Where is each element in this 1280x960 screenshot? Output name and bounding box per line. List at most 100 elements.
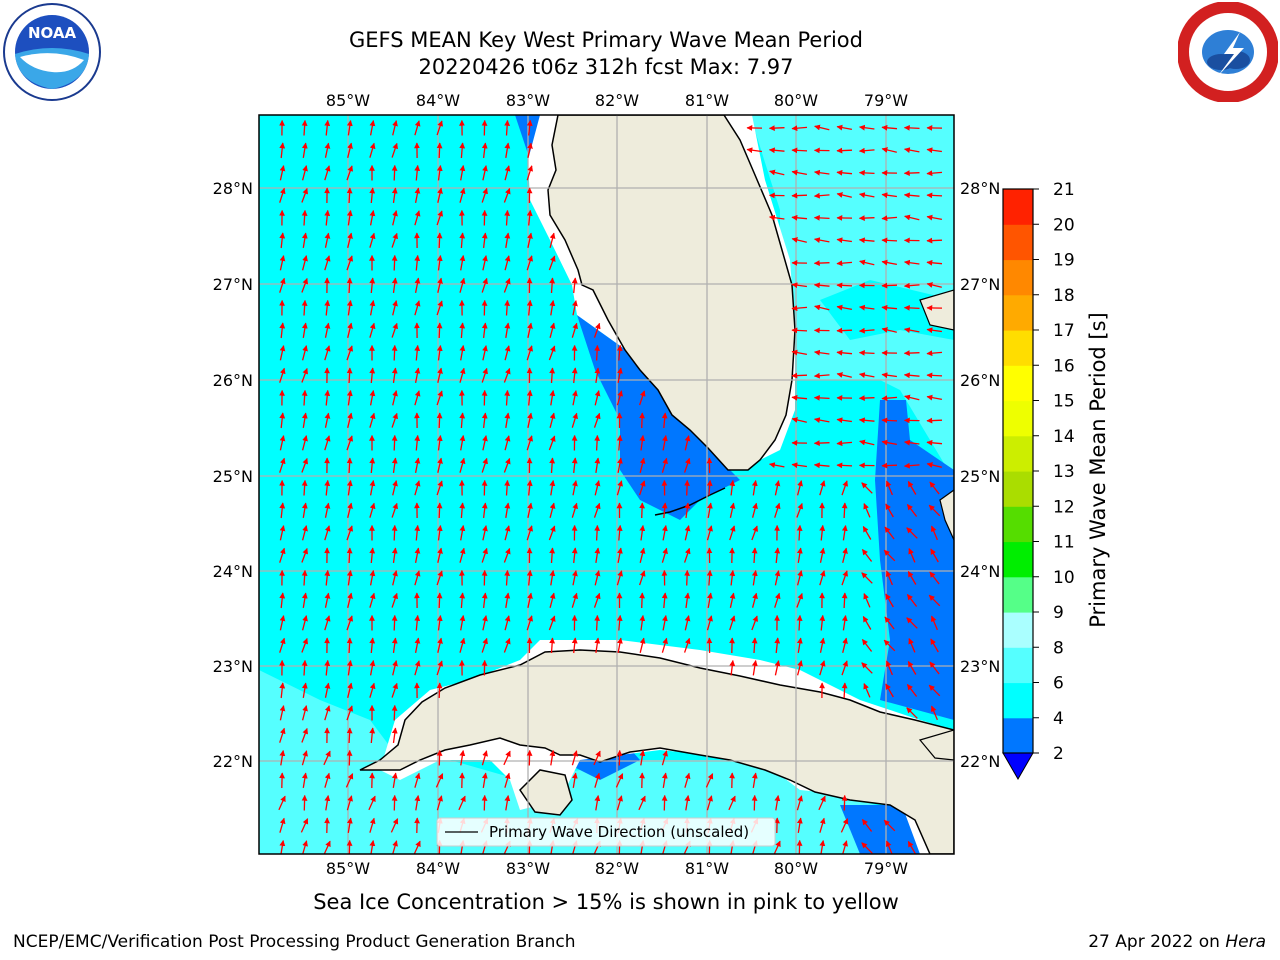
wave-direction-arrow	[706, 795, 713, 811]
wave-direction-arrow	[571, 772, 578, 789]
wave-direction-arrow	[859, 192, 875, 198]
wave-direction-arrow	[729, 570, 736, 586]
wave-direction-arrow	[615, 773, 624, 788]
wave-direction-arrow	[347, 592, 353, 608]
wave-direction-arrow	[347, 322, 353, 338]
wave-direction-arrow	[926, 147, 942, 154]
colorbar-tick-label: 18	[1053, 286, 1075, 306]
wave-direction-arrow	[706, 569, 713, 586]
wave-direction-arrow	[526, 389, 533, 406]
wave-direction-arrow	[527, 232, 533, 248]
wave-direction-arrow	[391, 344, 398, 361]
wave-direction-arrow	[279, 637, 286, 653]
wave-direction-arrow	[684, 772, 691, 788]
wave-direction-arrow	[796, 570, 803, 586]
wave-direction-arrow	[841, 682, 848, 699]
colorbar-tick-label: 9	[1053, 603, 1064, 623]
wave-direction-arrow	[593, 502, 601, 518]
lat-label-right: 22°N	[960, 752, 1000, 771]
lon-label-bottom: 79°W	[864, 859, 908, 878]
lon-label-bottom: 83°W	[506, 859, 550, 878]
wave-direction-arrow	[279, 255, 286, 271]
wave-direction-arrow	[436, 412, 443, 429]
wave-direction-arrow	[859, 439, 875, 446]
wave-direction-arrow	[300, 818, 309, 833]
wave-direction-arrow	[836, 349, 853, 356]
wave-direction-arrow	[774, 592, 781, 608]
wave-direction-arrow	[346, 547, 353, 564]
sea-ice-note: Sea Ice Concentration > 15% is shown in …	[313, 890, 899, 914]
wave-direction-arrow	[548, 345, 556, 361]
wave-direction-arrow	[436, 255, 443, 271]
wave-direction-arrow	[324, 209, 331, 226]
wave-direction-arrow	[391, 592, 398, 608]
colorbar-segment	[1003, 259, 1033, 296]
wave-direction-arrow	[346, 525, 354, 541]
wave-direction-arrow	[346, 435, 354, 451]
wave-direction-arrow	[813, 372, 830, 379]
ocean-2-4-florida-bay-region	[577, 315, 740, 520]
wave-direction-arrow	[706, 615, 713, 631]
wave-direction-arrow	[436, 615, 443, 631]
wave-direction-arrow	[707, 502, 713, 519]
lon-label-top: 79°W	[864, 91, 908, 110]
wave-direction-arrow	[907, 840, 917, 854]
wave-direction-arrow	[391, 254, 398, 271]
wave-direction-arrow	[813, 440, 830, 447]
wave-direction-arrow	[369, 660, 376, 676]
wave-direction-arrow	[746, 147, 762, 154]
wave-direction-arrow	[819, 637, 826, 653]
wave-direction-arrow	[929, 481, 940, 495]
wave-direction-arrow	[526, 255, 533, 271]
wave-direction-arrow	[391, 547, 398, 563]
wave-direction-arrow	[504, 322, 511, 339]
wave-direction-arrow	[279, 592, 286, 609]
wave-direction-arrow	[881, 395, 898, 402]
wave-direction-arrow	[813, 282, 830, 289]
wave-direction-arrow	[324, 525, 331, 541]
wave-direction-arrow	[413, 840, 421, 854]
wave-direction-arrow	[791, 192, 808, 199]
wave-direction-arrow	[906, 594, 918, 607]
wave-direction-arrow	[796, 660, 803, 676]
wave-direction-arrow	[926, 350, 943, 357]
wave-direction-arrow	[774, 547, 781, 564]
wave-direction-arrow	[481, 637, 488, 653]
wave-direction-arrow	[504, 502, 511, 519]
wave-direction-arrow	[881, 417, 898, 424]
wave-direction-arrow	[929, 661, 940, 675]
wave-direction-arrow	[639, 615, 646, 631]
colorbar-tick-label: 16	[1053, 356, 1075, 376]
lat-label-right: 25°N	[960, 467, 1000, 486]
wave-direction-arrow	[836, 124, 853, 131]
wave-direction-arrow	[369, 210, 376, 226]
wave-direction-arrow	[791, 372, 808, 379]
wave-direction-arrow	[279, 367, 286, 383]
wave-direction-arrow	[504, 615, 511, 631]
wave-direction-arrow	[819, 480, 826, 496]
wave-direction-arrow	[391, 322, 398, 338]
wave-direction-arrow	[481, 412, 488, 428]
wave-direction-arrow	[639, 637, 646, 653]
wave-direction-arrow	[481, 232, 488, 248]
lat-label-right: 23°N	[960, 657, 1000, 676]
wave-direction-arrow	[391, 772, 398, 789]
wave-direction-arrow	[883, 819, 896, 832]
wave-direction-arrow	[594, 570, 601, 586]
wave-direction-arrow	[841, 480, 849, 496]
wave-direction-arrow	[345, 773, 354, 788]
wave-direction-arrow	[301, 772, 308, 789]
wave-direction-arrow	[459, 232, 466, 249]
wave-direction-arrow	[836, 440, 853, 447]
wave-direction-arrow	[504, 569, 511, 586]
lon-label-bottom: 84°W	[416, 859, 460, 878]
colorbar-tick-label: 8	[1053, 638, 1064, 658]
wave-direction-arrow	[836, 304, 853, 311]
wave-direction-arrow	[391, 502, 398, 518]
lat-label-left: 26°N	[213, 371, 253, 390]
lat-label-left: 25°N	[213, 467, 253, 486]
wave-direction-arrow	[684, 795, 691, 811]
wave-direction-arrow	[638, 570, 646, 586]
wave-direction-arrow	[858, 417, 875, 424]
wave-direction-arrow	[819, 660, 826, 676]
